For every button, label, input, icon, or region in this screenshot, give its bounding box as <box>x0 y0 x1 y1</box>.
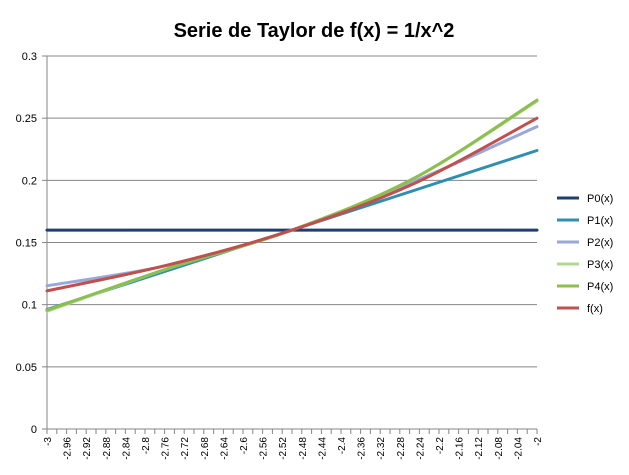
x-tick-label: -2.76 <box>161 437 172 460</box>
y-tick-label: 0.3 <box>22 51 37 63</box>
y-tick-label: 0.2 <box>22 175 37 187</box>
series-line-f-x <box>45 116 539 293</box>
x-tick-label: -2.24 <box>415 437 426 460</box>
x-tick-label: -2.8 <box>141 437 152 455</box>
x-tick-label: -2.12 <box>474 437 485 460</box>
y-tick-label: 0.25 <box>16 113 37 125</box>
axes: 00.050.10.150.20.250.3-3 -2.96 -2.92 -2.88-… <box>16 51 544 460</box>
x-tick-label: -2.2 <box>435 437 446 455</box>
x-tick-label: -2.84 <box>121 437 132 460</box>
x-tick-label: -2.04 <box>513 437 524 460</box>
chart-title: Serie de Taylor de f(x) = 1/x^2 <box>174 20 455 42</box>
x-tick-label: -2.72 <box>180 437 191 460</box>
y-tick-label: 0.15 <box>16 238 37 250</box>
x-tick-label: -2.16 <box>455 437 466 460</box>
x-tick-label: -2.44 <box>317 437 328 460</box>
y-tick-label: 0.05 <box>16 362 37 374</box>
x-tick-label: -2.68 <box>200 437 211 460</box>
x-tick-label: -2.32 <box>376 437 387 460</box>
legend-label: P0(x) <box>587 193 613 205</box>
x-tick-label: -3 <box>43 437 54 446</box>
x-tick-label: -2.92 <box>82 437 93 460</box>
x-tick-label: -2.4 <box>337 437 348 455</box>
legend-label: P1(x) <box>587 215 613 227</box>
legend-label: P3(x) <box>587 259 613 271</box>
x-tick-label: -2.64 <box>219 437 230 460</box>
x-tick-label: -2.28 <box>396 437 407 460</box>
gridlines <box>47 55 537 368</box>
legend: P0(x) P1(x) P2(x) P3(x) P4(x) f(x) <box>557 193 613 315</box>
x-tick-label: -2.96 <box>63 437 74 460</box>
legend-label: P2(x) <box>587 237 613 249</box>
x-tick-label: -2.88 <box>102 437 113 460</box>
x-tick-label: -2.08 <box>494 437 505 460</box>
x-tick-label: -2.48 <box>298 437 309 460</box>
y-tick-label: 0 <box>31 424 37 436</box>
y-tick-label: 0.1 <box>22 300 37 312</box>
x-tick-label: -2 <box>533 437 544 446</box>
legend-label: f(x) <box>587 303 603 315</box>
x-tick-label: -2.56 <box>259 437 270 460</box>
series-lines <box>45 98 539 313</box>
legend-label: P4(x) <box>587 281 613 293</box>
x-tick-label: -2.36 <box>357 437 368 460</box>
x-tick-label: -2.6 <box>239 437 250 455</box>
x-tick-label: -2.52 <box>278 437 289 460</box>
